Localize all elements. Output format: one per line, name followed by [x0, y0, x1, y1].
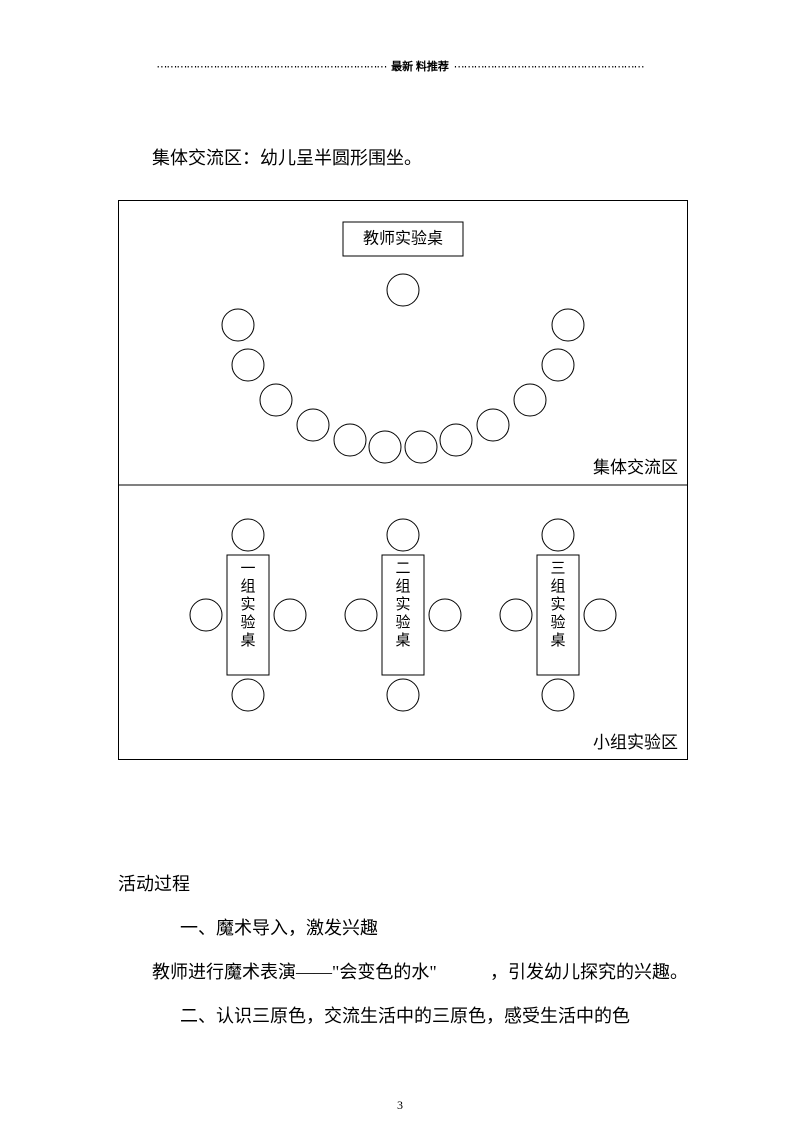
svg-text:桌: 桌: [240, 632, 255, 649]
svg-text:教师实验桌: 教师实验桌: [363, 230, 443, 248]
svg-text:实: 实: [550, 596, 565, 613]
svg-text:实: 实: [395, 596, 410, 613]
diagram-svg: 教师实验桌集体交流区一组实验桌二组实验桌三组实验桌小组实验区: [118, 200, 688, 760]
svg-text:组: 组: [550, 578, 565, 595]
header-dots-left: ⋯⋯⋯⋯⋯⋯⋯⋯⋯⋯⋯⋯⋯⋯⋯⋯⋯⋯⋯⋯⋯⋯⋯: [156, 61, 386, 73]
svg-text:验: 验: [550, 614, 565, 631]
svg-text:三: 三: [550, 561, 565, 577]
header-dots-right: ⋯⋯⋯⋯⋯⋯⋯⋯⋯⋯⋯⋯⋯⋯⋯⋯⋯⋯⋯: [454, 61, 644, 73]
svg-text:小组实验区: 小组实验区: [593, 733, 678, 752]
svg-text:桌: 桌: [395, 632, 410, 649]
page-header: ⋯⋯⋯⋯⋯⋯⋯⋯⋯⋯⋯⋯⋯⋯⋯⋯⋯⋯⋯⋯⋯⋯⋯ 最新 料推荐 ⋯⋯⋯⋯⋯⋯⋯⋯⋯…: [0, 58, 800, 74]
body-line-2b: ，引发幼儿探究的兴趣。: [490, 958, 688, 984]
layout-diagram: 教师实验桌集体交流区一组实验桌二组实验桌三组实验桌小组实验区: [118, 200, 688, 760]
body-line-2a: 教师进行魔术表演——"会变色的水": [152, 958, 437, 984]
svg-text:验: 验: [395, 614, 410, 631]
svg-text:组: 组: [395, 578, 410, 595]
svg-text:二: 二: [395, 561, 410, 577]
svg-text:桌: 桌: [550, 632, 565, 649]
svg-text:验: 验: [240, 614, 255, 631]
svg-text:集体交流区: 集体交流区: [593, 458, 678, 477]
header-label: 最新 料推荐: [391, 61, 449, 73]
svg-text:组: 组: [240, 578, 255, 595]
intro-text: 集体交流区：幼儿呈半圆形围坐。: [152, 144, 422, 170]
svg-text:实: 实: [240, 596, 255, 613]
body-line-3: 二、认识三原色，交流生活中的三原色，感受生活中的色: [180, 1002, 630, 1028]
body-line-1: 一、魔术导入，激发兴趣: [180, 914, 378, 940]
page-number: 3: [0, 1098, 800, 1113]
section-title: 活动过程: [118, 870, 190, 896]
svg-text:一: 一: [240, 561, 255, 577]
